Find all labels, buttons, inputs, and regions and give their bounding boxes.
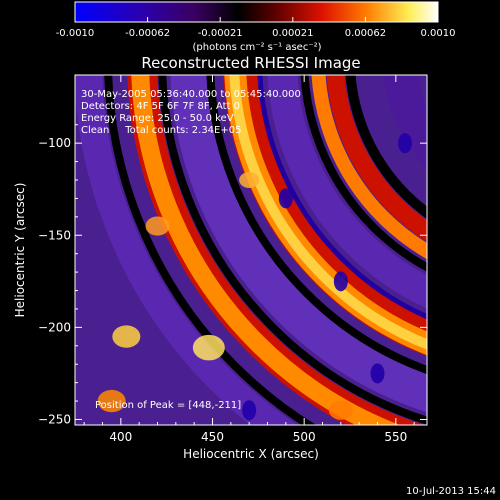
heatmap-dark-blob: [278, 188, 293, 209]
chart-title: Reconstructed RHESSI Image: [141, 54, 360, 72]
heatmap-dark-blob: [398, 133, 412, 154]
y-tick-label: −250: [38, 412, 71, 426]
heatmap-bright-spot: [328, 400, 353, 420]
annotation-block: 30-May-2005 05:36:40.000 to 05:45:40.000…: [81, 89, 301, 136]
annotation-energy: Energy Range: 25.0 - 50.0 keV: [81, 113, 234, 124]
annotation-time: 30-May-2005 05:36:40.000 to 05:45:40.000: [81, 89, 301, 100]
colorbar-tick-label: -0.0010: [56, 28, 95, 39]
y-tick-label: −150: [38, 228, 71, 242]
colorbar-ticks: -0.0010 -0.00062 -0.00021 0.00021 0.00062 0.0…: [56, 17, 456, 39]
footer-date: 10-Jul-2013 15:44: [406, 486, 496, 497]
heatmap-dark-blob: [242, 400, 257, 421]
heatmap-image: [75, 75, 427, 425]
colorbar-gradient: [74, 1, 439, 23]
y-tick-label: −200: [38, 320, 71, 334]
heatmap-bright-spot: [97, 389, 126, 413]
heatmap-bright-spot: [192, 334, 225, 361]
heatmap-bright-spot: [112, 325, 141, 348]
x-tick-label: 500: [293, 430, 316, 444]
annotation-clean: Clean Total counts: 2.34E+05: [81, 125, 241, 136]
x-axis-ticks: 400 450 500 550: [83, 75, 415, 444]
annotation-detectors: Detectors: 4F 5F 6F 7F 8F, Att 0: [81, 101, 240, 112]
x-tick-label: 400: [109, 430, 132, 444]
x-axis-label: Heliocentric X (arcsec): [183, 447, 319, 461]
colorbar-tick-label: 0.00062: [345, 28, 386, 39]
x-tick-label: 550: [384, 430, 407, 444]
heatmap-dark-blob: [333, 271, 348, 292]
colorbar-tick-label: 0.00021: [272, 28, 313, 39]
peak-position-label: Position of Peak = [448,-211]: [95, 400, 241, 411]
heatmap-dark-blob: [370, 363, 385, 384]
heatmap-layers: [75, 75, 427, 425]
colorbar-tick-label: -0.00062: [125, 28, 170, 39]
heatmap-bright-spot: [145, 216, 170, 236]
x-tick-label: 450: [201, 430, 224, 444]
plot-frame: [74, 74, 428, 426]
colorbar-tick-label: -0.00021: [198, 28, 243, 39]
colorbar-tick-label: 0.0010: [421, 28, 456, 39]
heatmap-bright-spot: [239, 172, 260, 188]
colorbar-unit-label: (photons cm⁻² s⁻¹ asec⁻²): [192, 42, 321, 53]
y-axis-ticks: −100 −150 −200 −250: [38, 124, 427, 426]
colorbar: -0.0010 -0.00062 -0.00021 0.00021 0.00062 0.0…: [56, 1, 456, 53]
y-axis-label: Heliocentric Y (arcsec): [13, 183, 27, 318]
y-tick-label: −100: [38, 136, 71, 150]
